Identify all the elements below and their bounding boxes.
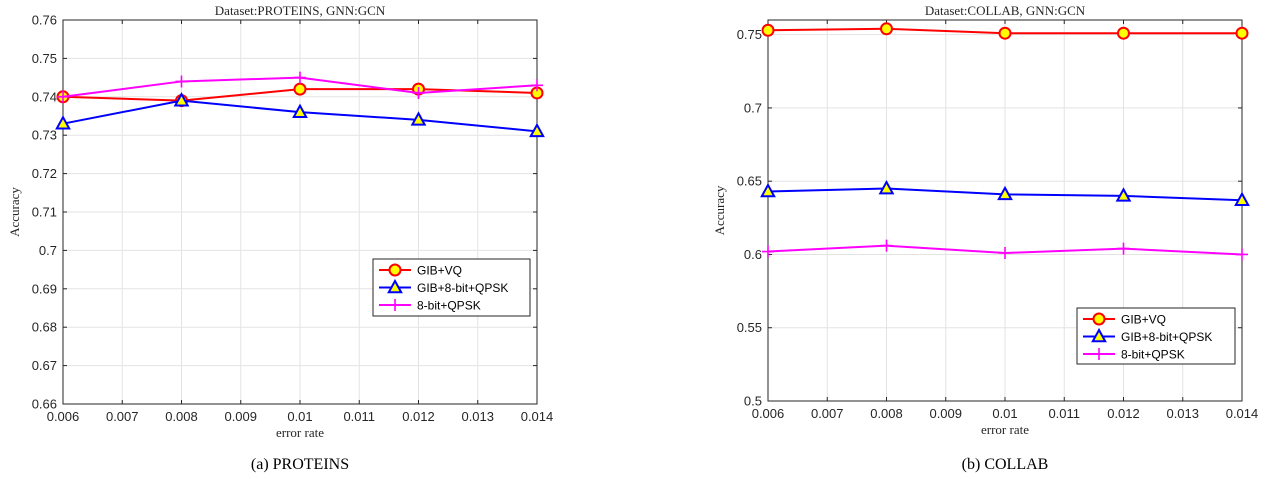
chart-title: Dataset:PROTEINS, GNN:GCN bbox=[215, 3, 386, 18]
data-point bbox=[880, 239, 893, 252]
y-tick-label: 0.72 bbox=[32, 166, 57, 181]
data-point bbox=[880, 22, 893, 36]
x-tick-label: 0.006 bbox=[47, 409, 80, 424]
data-point bbox=[529, 122, 545, 138]
x-tick-label: 0.008 bbox=[870, 406, 903, 421]
legend-item: GIB+VQ bbox=[379, 263, 462, 278]
y-tick-label: 0.73 bbox=[32, 128, 57, 143]
subfigure-caption: (a) PROTEINS bbox=[251, 456, 349, 473]
data-point bbox=[1115, 187, 1132, 202]
data-point bbox=[294, 71, 306, 84]
x-tick-label: 0.007 bbox=[811, 406, 844, 421]
legend-item: GIB+8-bit+QPSK bbox=[1083, 327, 1212, 344]
data-point bbox=[1236, 248, 1248, 261]
data-point bbox=[998, 26, 1012, 40]
legend-swatch-marker bbox=[1092, 312, 1106, 326]
legend-swatch-marker bbox=[389, 299, 401, 311]
y-tick-label: 0.6 bbox=[744, 247, 762, 262]
x-tick-label: 0.012 bbox=[1107, 406, 1140, 421]
y-tick-label: 0.74 bbox=[32, 89, 57, 104]
x-tick-label: 0.014 bbox=[521, 409, 554, 424]
data-point bbox=[761, 23, 775, 37]
y-tick-label: 0.65 bbox=[737, 174, 762, 189]
legend-label: 8-bit+QPSK bbox=[1121, 348, 1185, 362]
data-point bbox=[293, 82, 307, 96]
legend: GIB+VQ GIB+8-bit+QPSK 8-bit+QPSK bbox=[1076, 307, 1236, 365]
legend-swatch-marker bbox=[1091, 327, 1107, 343]
series-8-bit-qpsk bbox=[57, 71, 543, 103]
data-point bbox=[1234, 191, 1250, 207]
data-point bbox=[1117, 242, 1130, 255]
y-tick-label: 0.7 bbox=[744, 100, 762, 115]
x-tick-label: 0.011 bbox=[343, 409, 375, 424]
legend-item: GIB+VQ bbox=[1083, 312, 1166, 327]
x-tick-label: 0.009 bbox=[224, 409, 257, 424]
data-point bbox=[531, 79, 543, 92]
x-tick-label: 0.01 bbox=[287, 409, 312, 424]
x-axis-label: error rate bbox=[276, 425, 324, 440]
y-tick-label: 0.75 bbox=[32, 51, 57, 66]
x-axis-label: error rate bbox=[981, 422, 1029, 437]
series-gib-vq bbox=[761, 22, 1249, 40]
y-tick-label: 0.71 bbox=[32, 205, 57, 220]
series-gib-8-bit-qpsk bbox=[55, 92, 545, 138]
chart-panel-collab: 0.006 0.007 0.008 0.009 0.01 0.011 0.012 0.013 0… bbox=[712, 3, 1258, 473]
x-tick-label: 0.013 bbox=[461, 409, 494, 424]
series-8-bit-qpsk bbox=[762, 239, 1248, 261]
y-tick-label: 0.69 bbox=[32, 281, 57, 296]
legend-item: GIB+8-bit+QPSK bbox=[379, 278, 508, 295]
legend-item: 8-bit+QPSK bbox=[1083, 348, 1185, 362]
data-point bbox=[57, 90, 69, 103]
x-tick-label: 0.008 bbox=[165, 409, 198, 424]
y-tick-label: 0.7 bbox=[39, 243, 57, 258]
x-tick-label: 0.013 bbox=[1166, 406, 1199, 421]
data-point bbox=[760, 182, 776, 198]
legend-label: GIB+8-bit+QPSK bbox=[1121, 330, 1212, 344]
x-tick-label: 0.014 bbox=[1226, 406, 1259, 421]
legend-label: GIB+8-bit+QPSK bbox=[417, 281, 508, 295]
y-tick-label: 0.76 bbox=[32, 13, 57, 28]
y-tick-label: 0.55 bbox=[737, 320, 762, 335]
data-point bbox=[410, 111, 427, 126]
data-point bbox=[762, 245, 774, 258]
data-point bbox=[292, 103, 308, 118]
data-point bbox=[175, 75, 188, 88]
x-tick-label: 0.012 bbox=[402, 409, 435, 424]
y-tick-label: 0.68 bbox=[32, 320, 57, 335]
y-tick-label: 0.75 bbox=[737, 27, 762, 42]
chart-title: Dataset:COLLAB, GNN:GCN bbox=[925, 3, 1086, 18]
legend-label: GIB+VQ bbox=[417, 264, 462, 278]
legend-swatch-marker bbox=[1093, 348, 1105, 360]
legend: GIB+VQ GIB+8-bit+QPSK 8-bit+QPSK bbox=[372, 258, 531, 317]
data-point bbox=[173, 92, 190, 107]
series-gib-8-bit-qpsk bbox=[760, 179, 1250, 207]
legend-swatch-marker bbox=[388, 263, 402, 277]
legend-item: 8-bit+QPSK bbox=[379, 299, 481, 313]
y-tick-label: 0.5 bbox=[744, 394, 762, 409]
x-tick-label: 0.01 bbox=[992, 406, 1017, 421]
legend-label: 8-bit+QPSK bbox=[417, 299, 481, 313]
data-point bbox=[412, 86, 425, 99]
y-axis-label: Accuracy bbox=[7, 187, 22, 237]
axes-box bbox=[767, 19, 1243, 402]
legend-label: GIB+VQ bbox=[1121, 313, 1166, 327]
data-point bbox=[1235, 26, 1249, 40]
chart-panel-proteins: 0.006 0.007 0.008 0.009 0.01 0.011 0.012 0.013 0… bbox=[7, 3, 553, 473]
subfigure-caption: (b) COLLAB bbox=[962, 456, 1049, 473]
y-tick-label: 0.67 bbox=[32, 358, 57, 373]
x-tick-label: 0.009 bbox=[929, 406, 962, 421]
y-axis-label: Accuracy bbox=[712, 185, 727, 235]
y-tick-label: 0.66 bbox=[32, 397, 57, 412]
data-point bbox=[997, 185, 1013, 201]
data-point bbox=[878, 179, 895, 195]
x-tick-label: 0.011 bbox=[1048, 406, 1080, 421]
x-tick-label: 0.007 bbox=[106, 409, 139, 424]
data-point bbox=[999, 246, 1011, 259]
axes-box bbox=[62, 19, 538, 405]
data-point bbox=[1117, 26, 1130, 40]
legend-swatch-marker bbox=[387, 278, 403, 294]
x-tick-label: 0.006 bbox=[752, 406, 785, 421]
data-point bbox=[55, 115, 71, 130]
